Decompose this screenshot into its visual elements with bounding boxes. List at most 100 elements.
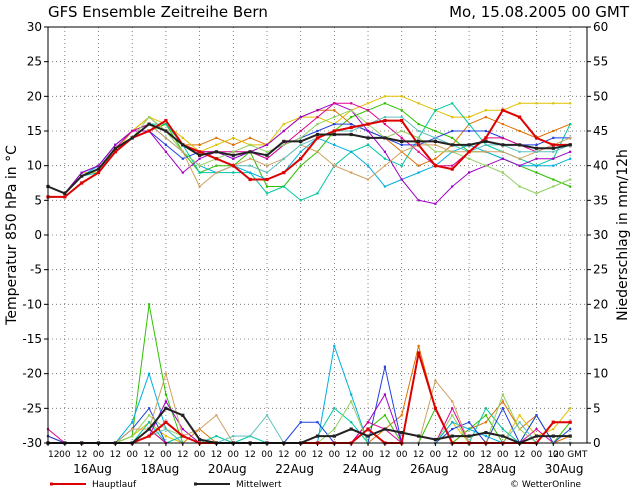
data-point-hauptlauf-niederschlag (181, 434, 185, 438)
hour-label: 12 (177, 450, 188, 460)
data-point-member-6 (552, 136, 555, 139)
left-tick-label: 20 (27, 89, 42, 103)
data-point-member-6 (400, 143, 403, 146)
right-tick-label: 5 (593, 401, 601, 415)
left-tick-label: 25 (27, 55, 42, 69)
data-point-member-6-niederschlag (148, 407, 151, 410)
data-point-hauptlauf (231, 164, 235, 168)
legend-label-hauptlauf: Hauptlauf (92, 480, 137, 490)
data-point-member-9-niederschlag (501, 393, 504, 396)
left-tick-label: -25 (22, 401, 42, 415)
data-point-hauptlauf (315, 136, 320, 140)
hour-label: 12 (480, 450, 491, 460)
data-point-member-5-niederschlag (350, 393, 353, 396)
data-point-member-7 (383, 150, 386, 153)
legend-label-mittelwert: Mittelwert (236, 480, 282, 490)
data-point-member-2 (232, 136, 235, 139)
data-point-member-8 (316, 116, 319, 119)
data-point-member-5 (299, 150, 302, 153)
data-point-member-5 (569, 157, 572, 160)
hour-label: 00 (329, 450, 341, 460)
data-point-member-7 (518, 164, 521, 167)
day-label: 30Aug (545, 462, 584, 476)
data-point-member-4 (434, 109, 437, 112)
data-point-member-5 (350, 150, 353, 153)
right-tick-label: 10 (593, 367, 608, 381)
data-point-member-2 (400, 95, 403, 98)
data-point-hauptlauf (147, 129, 151, 133)
data-point-hauptlauf-niederschlag (551, 420, 555, 424)
data-point-member-2 (569, 102, 572, 105)
data-point-hauptlauf (383, 119, 387, 123)
data-point-member-7 (552, 157, 555, 160)
data-point-member-3 (417, 123, 420, 126)
data-point-member-10 (265, 164, 269, 167)
hour-label: 12 (110, 450, 121, 460)
data-point-member-3 (552, 178, 555, 181)
series-line-mittelwert-niederschlag (48, 407, 571, 444)
right-tick-label: 60 (593, 20, 608, 34)
data-point-member-10 (434, 143, 437, 146)
right-tick-label: 15 (593, 332, 608, 346)
left-tick-label: 0 (34, 228, 42, 242)
day-label: 28Aug (477, 462, 516, 476)
data-point-mittelwert (299, 139, 303, 143)
hour-label: 12 (312, 450, 323, 460)
series-line-member-6-niederschlag (47, 366, 571, 444)
data-point-member-4 (383, 157, 386, 160)
data-point-mittelwert (231, 153, 235, 157)
data-point-hauptlauf (282, 171, 286, 175)
data-point-member-4-niederschlag (350, 421, 353, 424)
data-point-member-8 (417, 150, 420, 153)
data-point-member-2 (518, 102, 521, 105)
data-point-member-5 (417, 171, 420, 174)
data-point-member-6-niederschlag (316, 421, 319, 424)
data-point-member-1 (434, 157, 437, 160)
data-point-member-7-niederschlag (164, 400, 167, 403)
data-point-member-3 (383, 102, 386, 105)
hour-label: 00 (126, 450, 138, 460)
data-point-member-7 (417, 199, 420, 202)
data-point-member-1 (484, 116, 487, 119)
data-point-member-5 (552, 164, 555, 167)
data-point-member-9 (198, 164, 201, 167)
data-point-member-6 (535, 143, 538, 146)
data-point-hauptlauf (198, 150, 202, 154)
hour-label: 00 (430, 450, 442, 460)
data-point-member-9 (232, 150, 235, 153)
data-point-member-6-niederschlag (535, 414, 538, 417)
data-point-member-1-niederschlag (417, 344, 420, 347)
data-point-mittelwert (198, 153, 202, 157)
data-point-member-3 (535, 171, 538, 174)
data-point-mittelwert-niederschlag (198, 437, 202, 442)
data-point-hauptlauf (96, 171, 101, 175)
data-point-member-4-niederschlag (333, 407, 336, 410)
data-point-member-6-niederschlag (468, 421, 471, 424)
data-point-member-4 (569, 123, 572, 126)
data-point-mittelwert (332, 132, 336, 137)
data-point-hauptlauf (113, 150, 117, 154)
data-point-mittelwert-niederschlag (417, 434, 421, 438)
data-point-member-9 (282, 143, 285, 146)
data-point-mittelwert (551, 146, 555, 150)
data-point-member-11 (400, 116, 403, 119)
data-point-member-1 (249, 136, 252, 139)
data-point-mittelwert (147, 122, 151, 126)
data-point-member-5-niederschlag (451, 421, 454, 424)
data-point-member-3-niederschlag (484, 414, 487, 417)
data-point-member-3-niederschlag (164, 393, 167, 396)
data-point-mittelwert (113, 146, 117, 150)
data-point-member-7 (400, 178, 403, 181)
data-point-member-2-niederschlag (164, 435, 167, 438)
data-point-member-11-niederschlag (518, 421, 521, 424)
data-point-member-8-niederschlag (366, 421, 370, 424)
data-point-member-7 (366, 129, 370, 133)
data-point-member-4 (400, 164, 403, 167)
data-point-member-9 (518, 185, 521, 188)
data-point-member-6-niederschlag (383, 365, 386, 368)
day-label: 20Aug (208, 462, 247, 476)
data-point-member-11 (417, 129, 420, 133)
data-point-member-10 (333, 164, 336, 167)
data-point-mittelwert-niederschlag (484, 431, 488, 435)
